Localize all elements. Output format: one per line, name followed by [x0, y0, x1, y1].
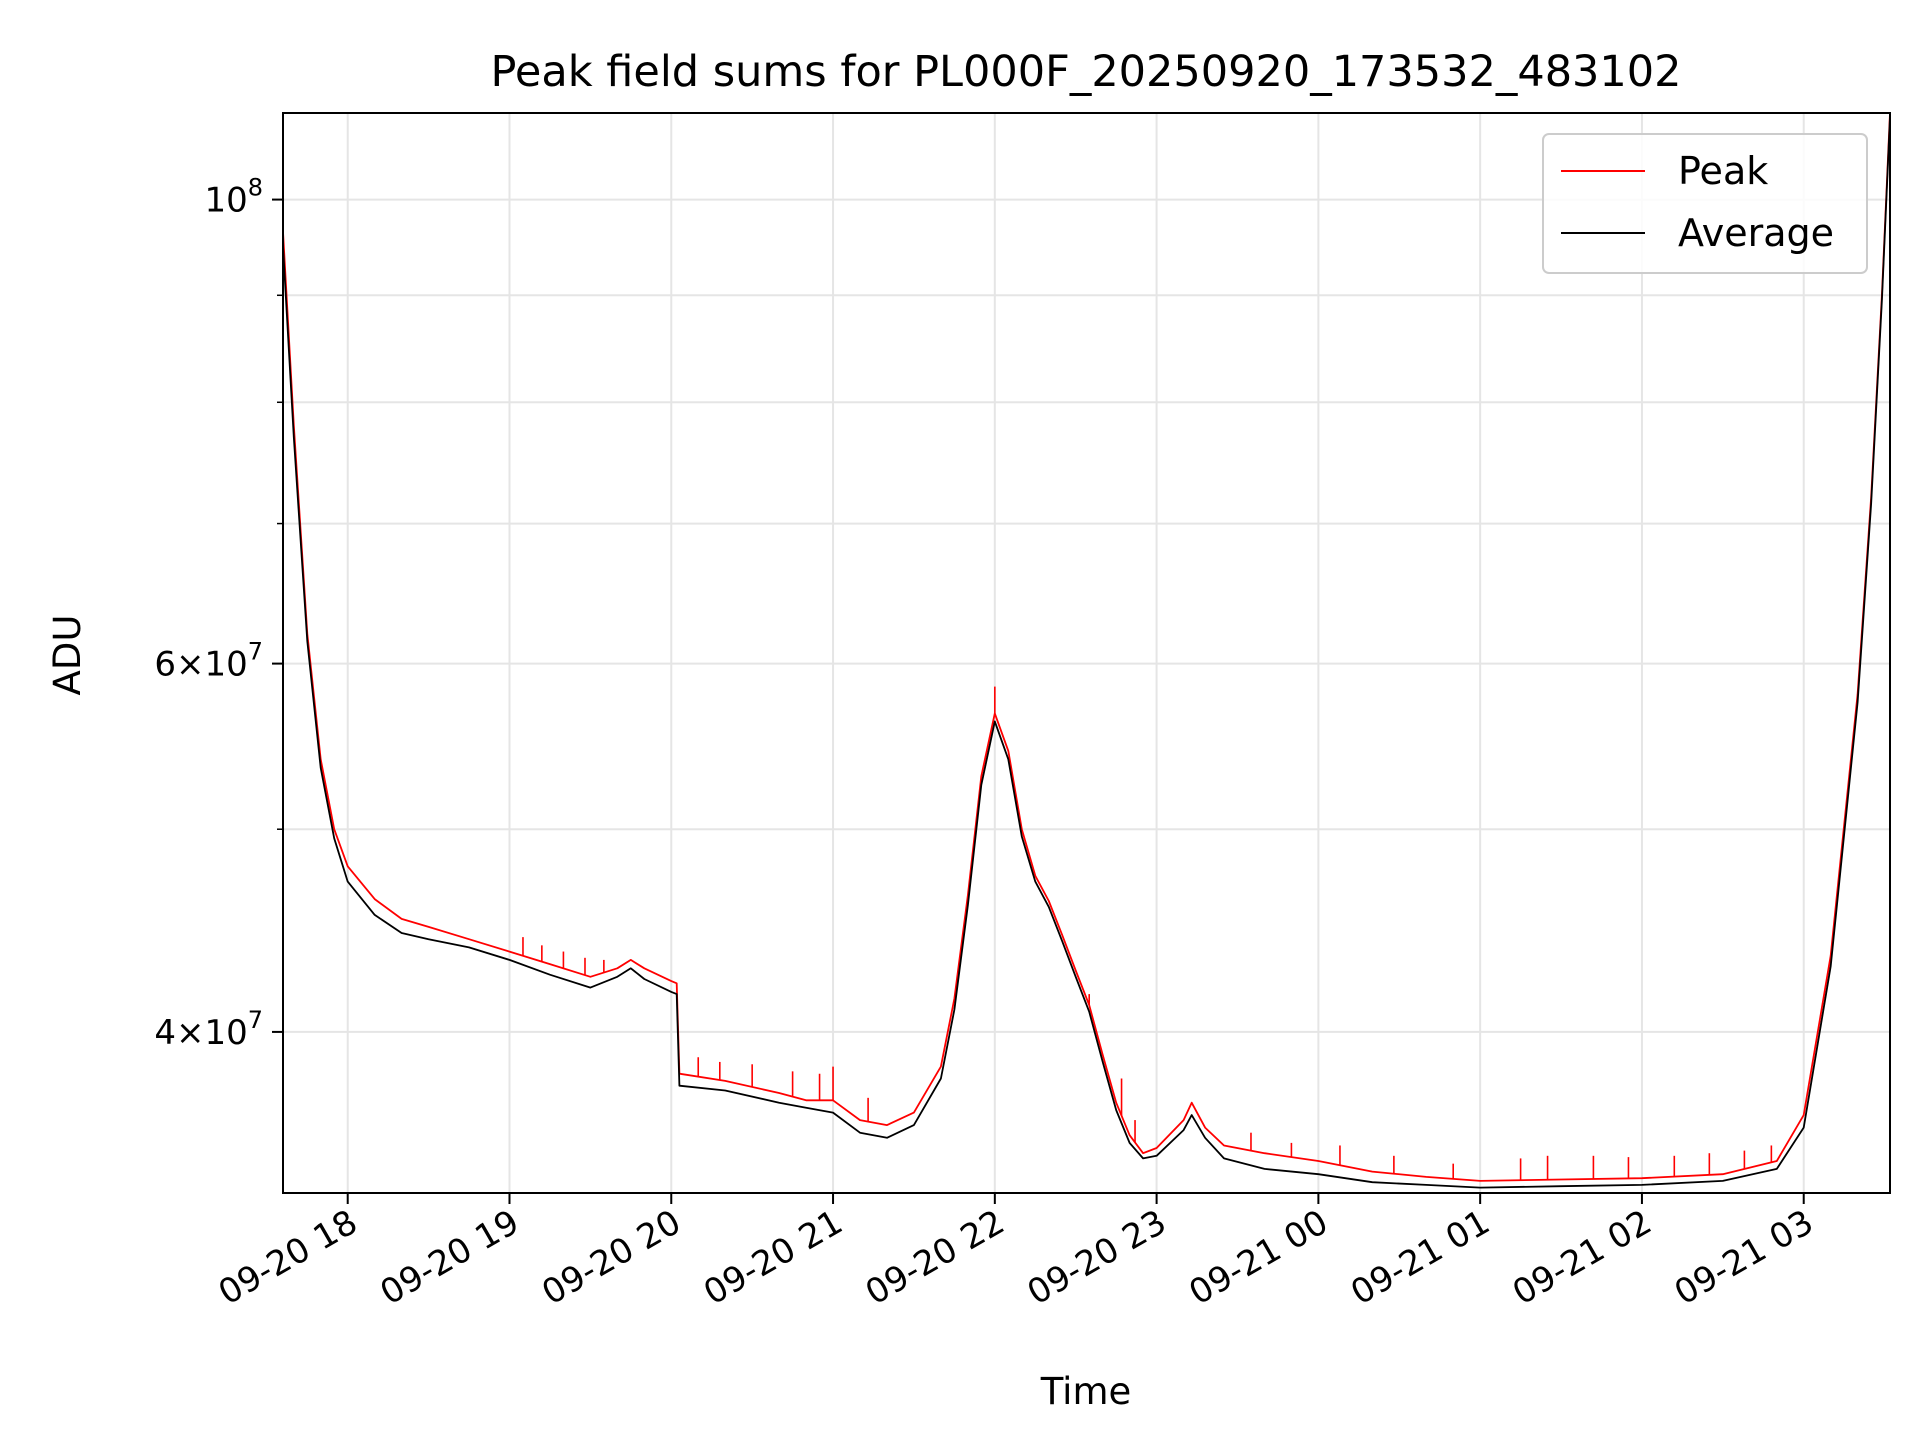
x-tick-label: 09-20 18	[212, 1202, 364, 1313]
ticks-layer: 09-20 18 09-20 19 09-20 20 09-20 21 09-20 22…	[154, 174, 1820, 1314]
grid-layer	[283, 113, 1890, 1193]
legend-label-average: Average	[1678, 211, 1834, 255]
x-tick-label: 09-20 22	[859, 1202, 1011, 1313]
legend: Peak Average	[1542, 133, 1868, 274]
series-layer	[283, 113, 1890, 1189]
y-tick-label: 108	[204, 174, 263, 221]
y-tick-label: 6×107	[154, 638, 263, 685]
x-tick-label: 09-20 23	[1021, 1202, 1173, 1313]
x-tick-label: 09-20 19	[374, 1202, 526, 1313]
x-tick-label: 09-21 02	[1506, 1202, 1658, 1313]
series-line-peak	[283, 113, 1890, 1182]
x-axis-label: Time	[1040, 1370, 1132, 1413]
y-tick-label: 4×107	[154, 1006, 263, 1053]
legend-label-peak: Peak	[1678, 149, 1768, 193]
plot-frame	[282, 112, 1891, 1194]
y-axis-label: ADU	[46, 615, 89, 696]
series-line-average	[283, 117, 1890, 1189]
x-tick-label: 09-21 00	[1182, 1202, 1334, 1313]
chart-title: Peak field sums for PL000F_20250920_1735…	[491, 47, 1682, 97]
x-tick-label: 09-21 03	[1668, 1202, 1820, 1313]
x-tick-label: 09-21 01	[1344, 1202, 1496, 1313]
legend-box	[1542, 133, 1868, 274]
x-tick-label: 09-20 21	[697, 1202, 849, 1313]
x-tick-label: 09-20 20	[535, 1202, 687, 1313]
